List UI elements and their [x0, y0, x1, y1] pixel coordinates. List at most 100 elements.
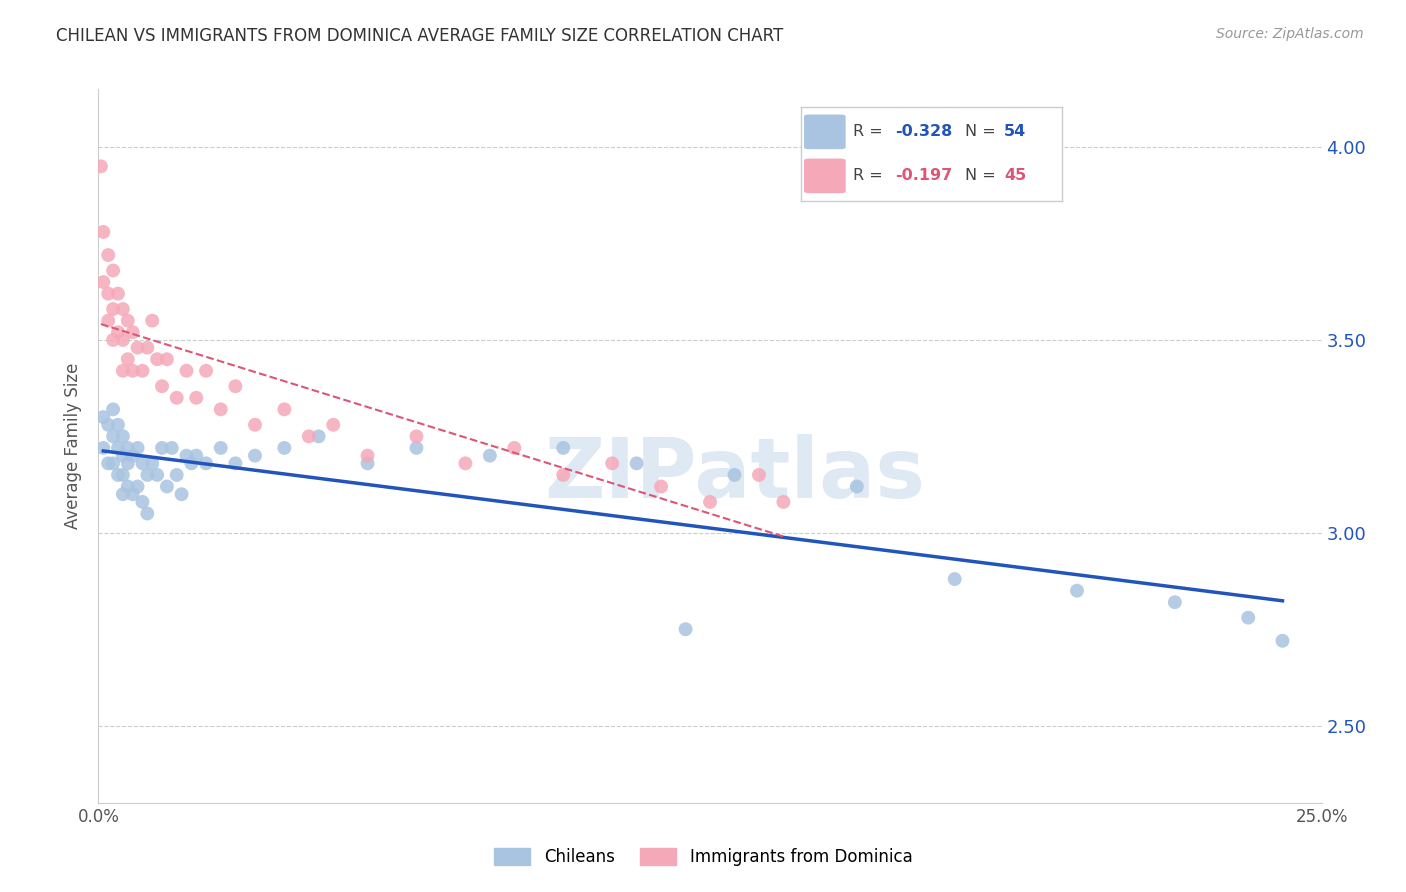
Text: R =: R =	[853, 169, 889, 184]
Point	[97, 417, 120, 432]
Point	[107, 467, 129, 482]
Point	[101, 301, 124, 316]
Point	[111, 333, 134, 347]
Point	[107, 417, 129, 432]
Point	[273, 402, 295, 417]
Point	[136, 467, 159, 482]
Point	[141, 456, 163, 470]
Point	[478, 449, 501, 463]
Point	[131, 364, 153, 378]
Point	[156, 479, 179, 493]
Point	[117, 479, 139, 493]
Point	[553, 441, 575, 455]
Text: CHILEAN VS IMMIGRANTS FROM DOMINICA AVERAGE FAMILY SIZE CORRELATION CHART: CHILEAN VS IMMIGRANTS FROM DOMINICA AVER…	[56, 27, 783, 45]
Y-axis label: Average Family Size: Average Family Size	[65, 363, 83, 529]
Point	[1066, 583, 1088, 598]
Point	[675, 622, 697, 636]
Point	[195, 456, 218, 470]
Point	[91, 275, 114, 289]
Point	[111, 429, 134, 443]
Point	[141, 313, 163, 327]
Point	[356, 456, 378, 470]
Point	[97, 248, 120, 262]
Point	[943, 572, 966, 586]
Point	[273, 441, 295, 455]
Point	[322, 417, 344, 432]
Point	[180, 456, 202, 470]
Point	[224, 379, 246, 393]
Point	[97, 313, 120, 327]
Point	[186, 391, 208, 405]
Point	[97, 456, 120, 470]
Point	[308, 429, 330, 443]
Point	[150, 379, 173, 393]
Point	[146, 467, 169, 482]
Point	[121, 449, 143, 463]
Point	[117, 456, 139, 470]
Point	[166, 467, 188, 482]
Text: -0.328: -0.328	[896, 124, 952, 139]
FancyBboxPatch shape	[804, 114, 845, 149]
Point	[209, 402, 232, 417]
Point	[90, 159, 112, 173]
Point	[111, 449, 134, 463]
Point	[170, 487, 193, 501]
Point	[111, 487, 134, 501]
Point	[127, 441, 149, 455]
Point	[405, 429, 427, 443]
Point	[454, 456, 477, 470]
Point	[166, 391, 188, 405]
Point	[127, 341, 149, 355]
Point	[121, 487, 143, 501]
Text: R =: R =	[853, 124, 889, 139]
Point	[845, 479, 868, 493]
Point	[117, 441, 139, 455]
Point	[699, 495, 721, 509]
Point	[111, 301, 134, 316]
Point	[107, 441, 129, 455]
Point	[97, 286, 120, 301]
Point	[131, 495, 153, 509]
Point	[156, 352, 179, 367]
Point	[101, 456, 124, 470]
Point	[772, 495, 794, 509]
Point	[298, 429, 321, 443]
Point	[136, 341, 159, 355]
Point	[405, 441, 427, 455]
Point	[600, 456, 623, 470]
Text: N =: N =	[966, 169, 1001, 184]
Point	[121, 325, 143, 339]
Text: -0.197: -0.197	[896, 169, 952, 184]
Point	[1237, 610, 1260, 624]
Point	[127, 479, 149, 493]
Point	[160, 441, 183, 455]
Point	[503, 441, 526, 455]
Point	[101, 263, 124, 277]
Point	[650, 479, 672, 493]
Point	[176, 364, 198, 378]
Point	[176, 449, 198, 463]
Point	[131, 456, 153, 470]
Point	[107, 286, 129, 301]
Text: Source: ZipAtlas.com: Source: ZipAtlas.com	[1216, 27, 1364, 41]
Point	[136, 507, 159, 521]
Point	[91, 225, 114, 239]
Point	[243, 449, 266, 463]
Point	[553, 467, 575, 482]
Text: ZIPatlas: ZIPatlas	[544, 434, 925, 515]
Text: 45: 45	[1004, 169, 1026, 184]
Point	[107, 325, 129, 339]
Point	[356, 449, 378, 463]
Point	[626, 456, 648, 470]
Point	[723, 467, 745, 482]
Point	[243, 417, 266, 432]
Point	[1271, 633, 1294, 648]
Point	[117, 352, 139, 367]
Point	[117, 313, 139, 327]
Point	[91, 441, 114, 455]
Legend: Chileans, Immigrants from Dominica: Chileans, Immigrants from Dominica	[485, 840, 921, 875]
Point	[1164, 595, 1187, 609]
Point	[195, 364, 218, 378]
Point	[101, 429, 124, 443]
Point	[101, 333, 124, 347]
